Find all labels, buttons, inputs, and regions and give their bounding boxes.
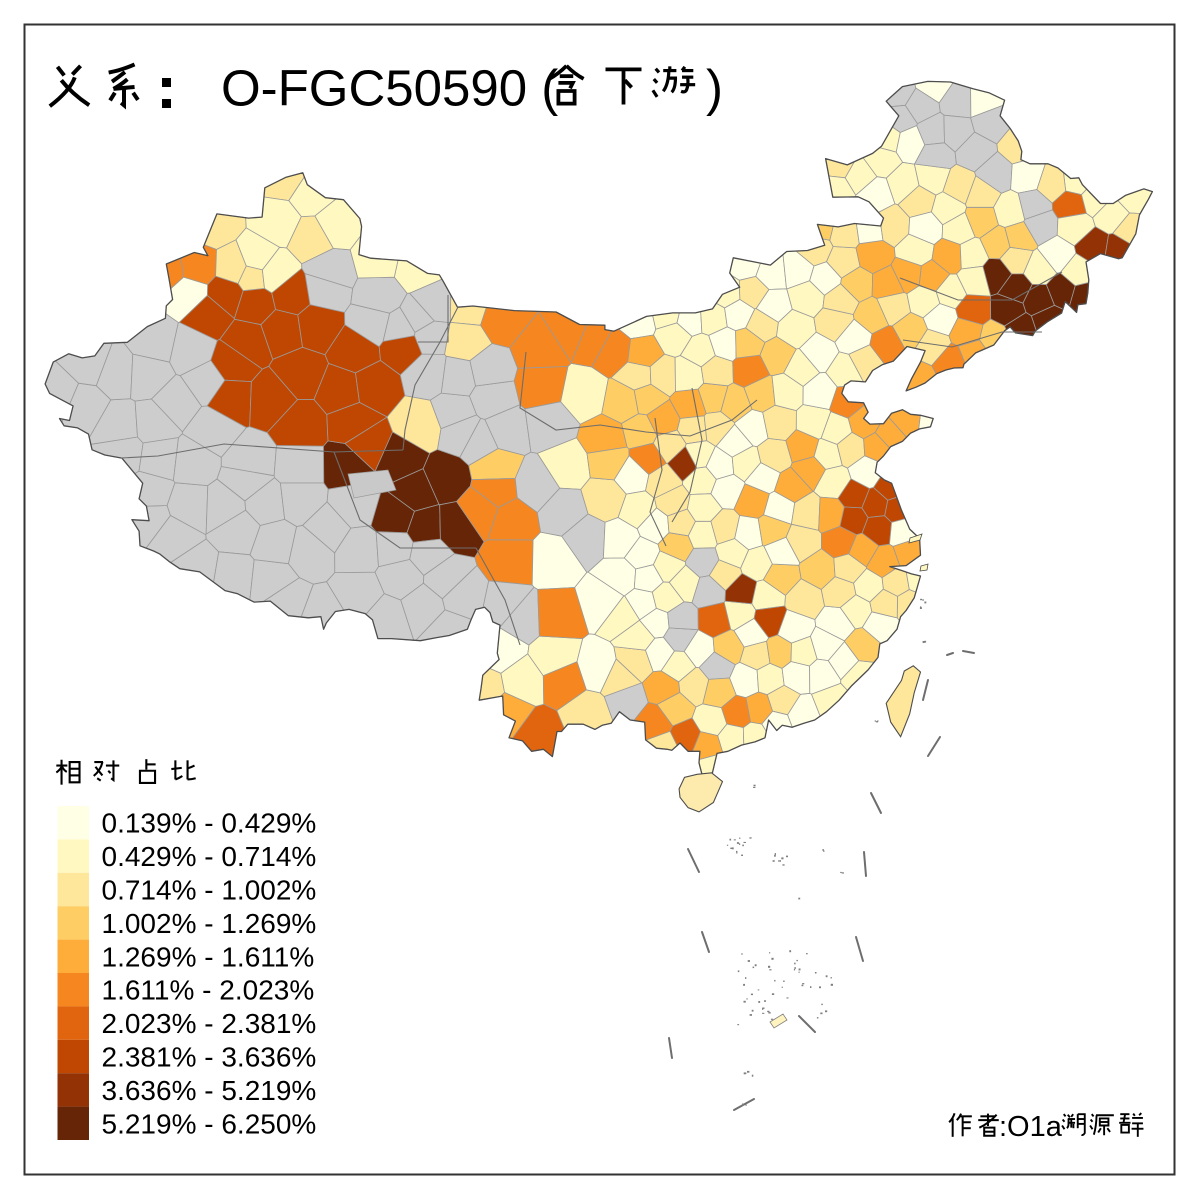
svg-text:5.219% - 6.250%: 5.219% - 6.250% [102,1108,317,1139]
svg-text:): ) [706,60,723,117]
svg-text:2.381% - 3.636%: 2.381% - 3.636% [102,1042,317,1073]
svg-text:1.611% - 2.023%: 1.611% - 2.023% [102,975,315,1006]
svg-text:1.002% - 1.269%: 1.002% - 1.269% [102,908,317,939]
svg-text:2.023% - 2.381%: 2.023% - 2.381% [102,1008,317,1039]
svg-text:1.269% - 1.611%: 1.269% - 1.611% [102,941,315,972]
svg-text::O1a: :O1a [999,1111,1063,1143]
svg-text:0.714% - 1.002%: 0.714% - 1.002% [102,875,317,906]
svg-text:0.429% - 0.714%: 0.429% - 0.714% [102,841,317,872]
svg-text:0.139% - 0.429%: 0.139% - 0.429% [102,808,317,839]
svg-text:O-FGC50590 (: O-FGC50590 ( [221,60,558,117]
svg-text:3.636% - 5.219%: 3.636% - 5.219% [102,1075,317,1106]
